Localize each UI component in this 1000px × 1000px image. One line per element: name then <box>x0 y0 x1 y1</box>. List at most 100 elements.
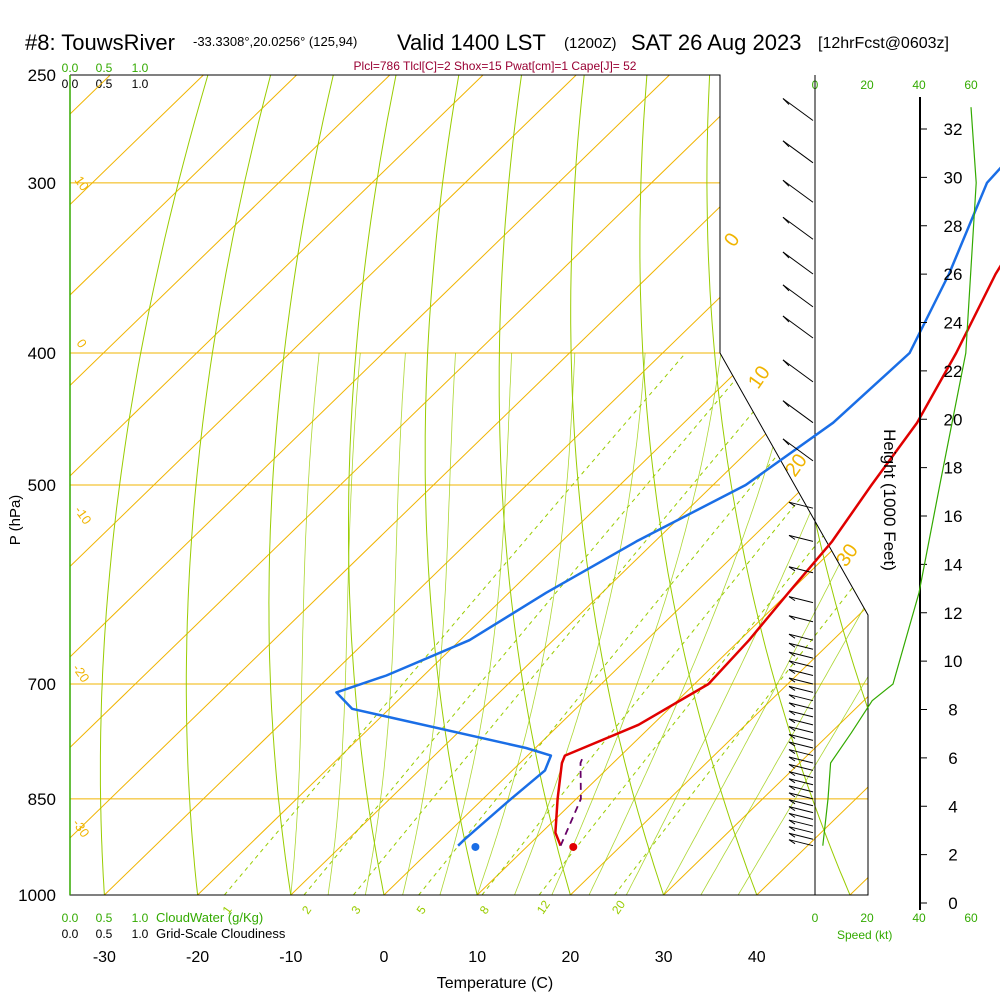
wind-barb <box>782 400 814 424</box>
x-tick-label: -10 <box>279 949 302 966</box>
dry-adiabat-line <box>771 75 868 895</box>
mixing-ratio-line <box>224 352 686 895</box>
isotherm-label-left: -20 <box>70 661 93 685</box>
wind-barb <box>782 284 814 308</box>
wind-barb <box>782 179 814 203</box>
wind-barb-staff <box>788 741 814 749</box>
wind-barb-flag <box>788 741 796 747</box>
speed-label: Speed (kt) <box>837 928 892 942</box>
isotherm-line <box>70 75 763 895</box>
isotherm-line <box>943 75 1000 895</box>
isotherm-line <box>70 75 391 895</box>
wind-barb-staff <box>788 633 814 641</box>
top-cloudwater-tick: 0.0 <box>62 61 79 75</box>
height-tick-label: 6 <box>948 749 957 768</box>
wind-barb-staff <box>788 596 814 604</box>
wind-barb-flag <box>782 284 790 292</box>
isotherm-line <box>70 75 484 895</box>
wind-barb-flag <box>782 359 790 367</box>
wind-barb <box>788 806 814 814</box>
dewpoint-profile <box>335 166 1000 847</box>
wind-barb-staff <box>788 534 814 542</box>
wind-barb-flag <box>788 771 796 777</box>
pressure-tick-label: 850 <box>28 790 56 809</box>
height-tick-label: 18 <box>944 459 963 478</box>
dry-adiabat-line <box>99 75 209 895</box>
wind-barb <box>788 633 814 641</box>
wind-barb-staff <box>782 251 814 275</box>
wind-barb <box>788 718 814 726</box>
isotherm-label-right: 0 <box>720 229 744 251</box>
utc-time: (1200Z) <box>564 35 617 52</box>
wind-barb-staff <box>788 677 814 685</box>
isotherm-label-right: 20 <box>781 450 812 481</box>
wind-barb-flag <box>788 651 796 657</box>
wind-barb-staff <box>782 98 814 121</box>
wind-barb-staff <box>782 315 814 339</box>
dry-adiabat-line <box>268 75 334 895</box>
wind-barb <box>788 651 814 659</box>
height-tick-label: 2 <box>948 846 957 865</box>
wind-barb <box>788 785 814 793</box>
wind-barb-flag <box>788 710 796 716</box>
bottom-cloudiness-tick: 1.0 <box>132 927 149 941</box>
wind-barb-staff <box>788 733 814 741</box>
wind-barb-flag <box>788 733 796 739</box>
mixing-ratio-label: 3 <box>348 903 363 917</box>
wind-barb-flag <box>782 251 790 259</box>
wind-barb-flag <box>788 749 796 754</box>
bottom-legend: 0.0 0.5 1.0 0.0 0.5 1.0 0 20 40 60 <box>62 911 978 941</box>
wind-barb <box>788 819 814 827</box>
height-tick-label: 12 <box>944 604 963 623</box>
isotherm-label-left: -10 <box>72 503 95 527</box>
wind-barb-flag <box>782 179 790 187</box>
wind-barb <box>788 763 814 771</box>
top-cloudwater-tick: 1.0 <box>132 61 149 75</box>
sounding-profiles <box>335 166 1000 851</box>
x-tick-label: 10 <box>468 949 486 966</box>
wind-barb <box>788 702 814 710</box>
mixing-ratio-line <box>614 352 868 895</box>
wind-barb-flag <box>782 140 790 148</box>
wind-barb-staff <box>788 763 814 771</box>
wind-barb <box>782 98 814 121</box>
station-title: #8: TouwsRiver <box>25 30 175 55</box>
bottom-speed-tick: 40 <box>912 911 926 925</box>
mixing-ratio-label: 2 <box>299 903 314 917</box>
mixing-ratio-line <box>353 352 804 895</box>
wind-barb-flag <box>782 216 790 224</box>
cloudiness-label: Grid-Scale Cloudiness <box>156 926 286 941</box>
moist-adiabat-line <box>365 352 406 895</box>
forecast-label: [12hrFcst@0603z] <box>818 35 949 52</box>
wind-barb-flag <box>788 756 796 762</box>
wind-speed-line <box>822 107 977 846</box>
wind-barb <box>788 741 814 749</box>
x-tick-label: 40 <box>748 949 766 966</box>
wind-barb <box>788 669 814 676</box>
x-tick-label: 30 <box>655 949 673 966</box>
wind-barb <box>788 778 814 786</box>
wind-barb-staff <box>782 400 814 424</box>
wind-barb-flag <box>788 826 796 832</box>
mixing-ratio-line <box>481 352 868 895</box>
isotherm-line <box>70 75 857 895</box>
wind-barb <box>788 615 814 623</box>
bottom-speed-tick: 60 <box>964 911 978 925</box>
bottom-cloudwater-tick: 0.0 <box>62 911 79 925</box>
isotherm-label-right: 30 <box>832 540 863 571</box>
top-speed-tick: 40 <box>912 78 926 92</box>
wind-barb-staff <box>788 566 814 574</box>
wind-barb-flag <box>788 792 796 798</box>
x-tick-label: 0 <box>380 949 389 966</box>
wind-barb-staff <box>788 642 814 650</box>
wind-barb <box>788 756 814 764</box>
isotherm-line <box>663 75 868 895</box>
wind-barb-staff <box>788 660 814 668</box>
wind-barb <box>788 812 814 820</box>
valid-time: Valid 1400 LST <box>397 30 546 55</box>
pressure-tick-label: 400 <box>28 344 56 363</box>
temperature-profile <box>554 264 1000 847</box>
wind-barb-staff <box>788 718 814 726</box>
